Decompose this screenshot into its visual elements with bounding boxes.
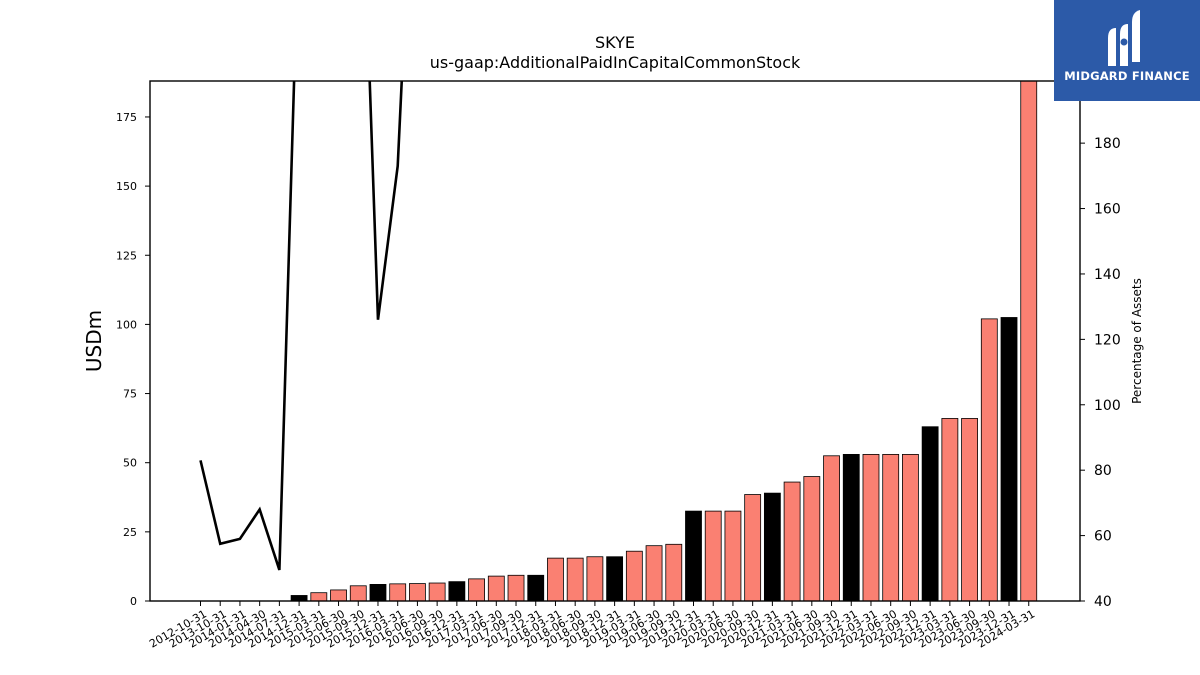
y2-tick-label: 60 [1094,529,1112,545]
bar [783,481,801,601]
bar [882,453,900,601]
bar [606,556,624,601]
midgard-finance-logo: MIDGARD FINANCE [1054,0,1200,101]
bar [961,418,978,601]
bar [310,592,328,601]
y-tick-label: 150 [116,180,137,193]
bar [823,455,840,601]
bar [468,578,485,601]
y2-tick-label: 160 [1094,202,1121,218]
bar [704,510,722,601]
bar [941,418,959,601]
brand-name: MIDGARD FINANCE [1064,69,1190,83]
bar [645,545,663,601]
bar [763,492,781,601]
bar [566,557,584,601]
y2-tick-label: 140 [1094,267,1121,283]
logo-mark-icon [1108,10,1140,66]
y-axis-label: USDm [82,309,106,373]
bar [803,476,821,601]
bar [547,557,564,601]
bar [724,510,742,601]
y2-tick-label: 180 [1094,136,1121,152]
bar [389,583,407,601]
y2-axis-label: Percentage of Assets [1130,278,1144,404]
y-tick-label: 25 [123,526,137,539]
chart-subtitle: us-gaap:AdditionalPaidInCapitalCommonSto… [429,53,801,72]
bar [862,453,880,601]
y-tick-label: 0 [130,595,137,608]
bar [487,575,505,601]
bar [330,589,347,601]
bar [625,550,643,601]
bar [685,510,702,601]
y2-tick-label: 100 [1094,398,1121,414]
bar [507,574,525,601]
y2-tick-label: 80 [1094,463,1112,479]
y2-tick-label: 120 [1094,332,1121,348]
bar [527,574,545,601]
series-line [199,81,404,571]
bar [290,595,308,601]
y-tick-label: 50 [123,457,137,470]
bar [665,543,683,601]
bar [1000,317,1018,601]
bar [349,585,367,601]
bar [980,318,998,601]
bars-group [290,81,1038,601]
bar [448,581,466,601]
y-tick-label: 100 [116,318,137,331]
y-tick-label: 125 [116,249,137,262]
line-group [199,81,404,571]
y-tick-label: 175 [116,111,137,124]
bar [744,494,762,601]
y-tick-label: 75 [123,388,137,401]
bar [586,556,604,601]
y2-tick-label: 40 [1094,594,1112,610]
bar [428,582,446,601]
bar [902,453,919,601]
bar [1020,81,1038,601]
bar [369,584,387,601]
plot-frame [149,80,1081,602]
bar [921,426,939,601]
bar [409,583,426,601]
bar [842,453,860,601]
chart-title: SKYE [595,33,635,52]
